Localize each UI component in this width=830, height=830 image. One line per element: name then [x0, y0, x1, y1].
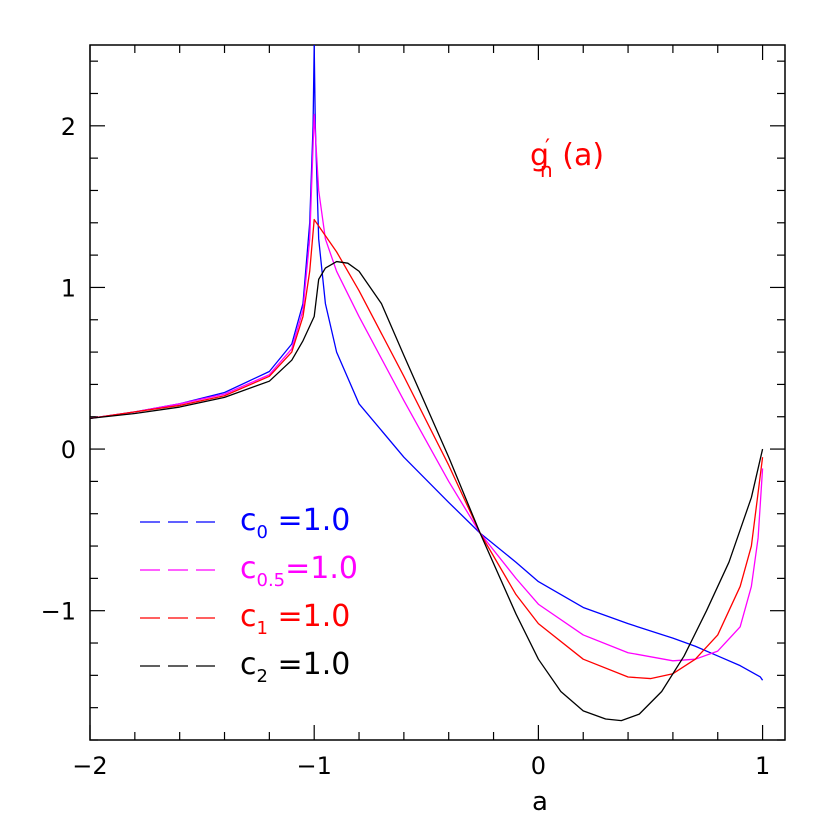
annotation-argument: (a)	[553, 138, 604, 173]
legend-label-1: c0.5=1.0	[240, 551, 358, 591]
axis-tick-labels: −2 −1 0 1 −1 0 1 2	[41, 113, 771, 780]
axis-ticks	[89, 45, 785, 741]
series-line-0	[90, 45, 764, 681]
y-tick-label: 2	[61, 113, 76, 141]
legend-label-3: c2 =1.0	[240, 647, 350, 687]
annotation-base: g	[530, 138, 549, 173]
y-tick-label: 1	[61, 274, 76, 302]
plot-frame	[89, 44, 786, 741]
annotation-subscript: n	[540, 158, 553, 182]
x-tick-label: −1	[296, 752, 331, 780]
series-line-1	[90, 113, 764, 662]
x-tick-label: 1	[755, 752, 770, 780]
x-tick-label: 0	[531, 752, 546, 780]
x-axis-label: a	[532, 787, 548, 817]
y-tick-label: 0	[61, 436, 76, 464]
series-line-3	[90, 260, 764, 722]
legend: c0 =1.0 c0.5=1.0 c1 =1.0 c2 =1.0	[140, 503, 358, 687]
legend-label-2: c1 =1.0	[240, 599, 350, 639]
legend-label-0: c0 =1.0	[240, 503, 350, 543]
function-annotation: g′ n (a)	[530, 136, 604, 182]
series-lines	[90, 45, 764, 722]
x-tick-label: −2	[72, 752, 107, 780]
annotation-prime: ′	[545, 136, 550, 161]
y-tick-label: −1	[41, 598, 76, 626]
series-line-2	[90, 218, 764, 680]
